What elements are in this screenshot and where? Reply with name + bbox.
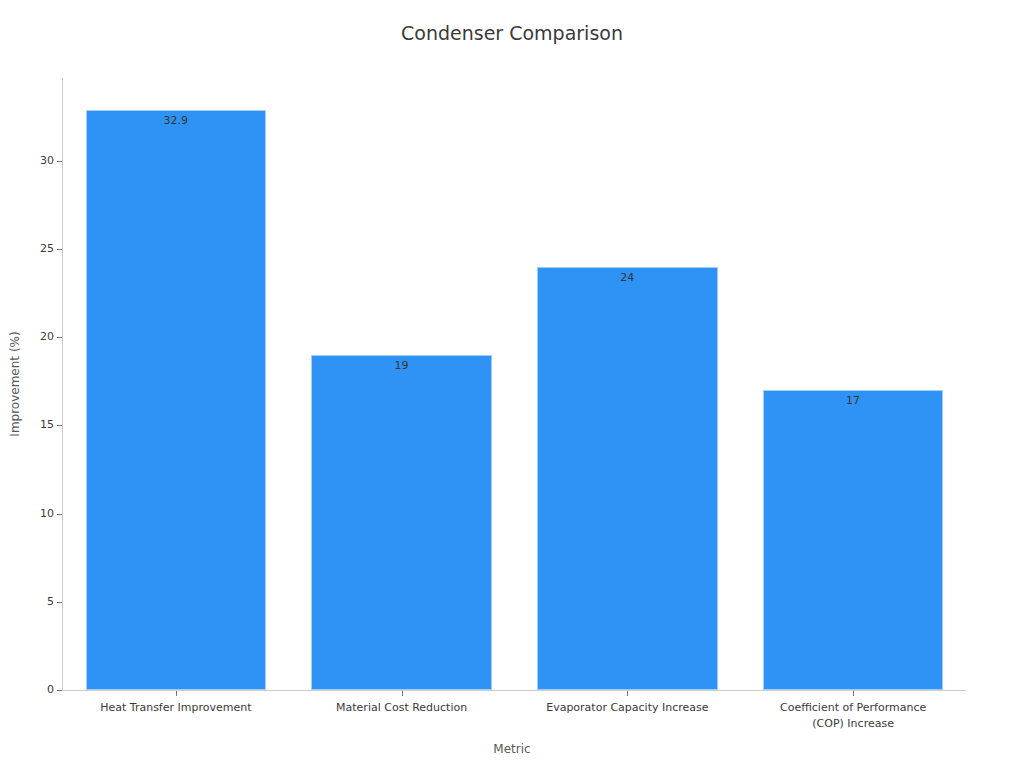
y-tick-mark <box>57 249 62 250</box>
bar: 19 <box>311 355 492 690</box>
x-category-label: Heat Transfer Improvement <box>63 700 289 716</box>
y-tick-mark <box>57 337 62 338</box>
y-tick-label: 20 <box>40 330 54 343</box>
x-category-label: Material Cost Reduction <box>289 700 515 716</box>
y-tick-label: 15 <box>40 418 54 431</box>
y-tick-label: 30 <box>40 154 54 167</box>
y-tick-mark <box>57 425 62 426</box>
x-tick-mark <box>627 691 628 696</box>
bar-value-label: 24 <box>538 271 717 284</box>
bar-chart-figure: Condenser Comparison Improvement (%) 051… <box>0 0 1024 768</box>
y-tick-label: 25 <box>40 242 54 255</box>
x-tick-mark <box>402 691 403 696</box>
bar: 17 <box>763 390 944 690</box>
y-tick-mark <box>57 690 62 691</box>
plot-area: 05101520253032.9Heat Transfer Improvemen… <box>62 78 966 691</box>
x-category-label: Evaporator Capacity Increase <box>514 700 740 716</box>
y-tick-mark <box>57 602 62 603</box>
y-tick-mark <box>57 514 62 515</box>
y-tick-label: 0 <box>47 683 54 696</box>
y-tick-label: 5 <box>47 595 54 608</box>
y-axis-label: Improvement (%) <box>8 331 22 436</box>
x-tick-mark <box>176 691 177 696</box>
bar: 32.9 <box>86 110 267 690</box>
bar-value-label: 17 <box>764 394 943 407</box>
x-tick-mark <box>853 691 854 696</box>
bar: 24 <box>537 267 718 690</box>
x-axis-label: Metric <box>0 742 1024 756</box>
bar-value-label: 19 <box>312 359 491 372</box>
bar-value-label: 32.9 <box>87 114 266 127</box>
chart-title: Condenser Comparison <box>0 22 1024 44</box>
y-tick-label: 10 <box>40 507 54 520</box>
x-category-label: Coefficient of Performance (COP) Increas… <box>740 700 966 732</box>
y-tick-mark <box>57 161 62 162</box>
